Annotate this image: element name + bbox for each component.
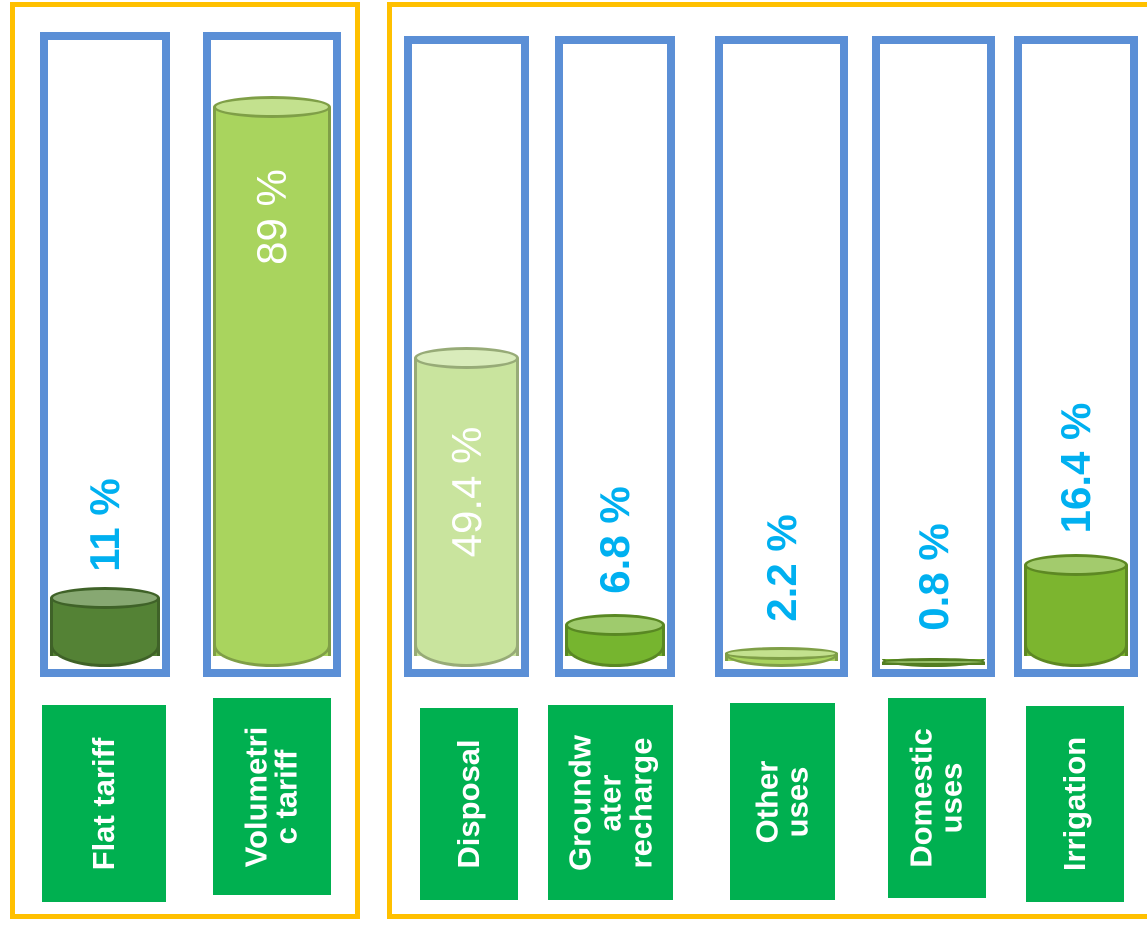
bar-cap — [213, 96, 331, 119]
category-label-volumetric-tariff: Volumetri c tariff — [213, 698, 331, 895]
bar-flat-tariff — [50, 586, 160, 667]
bar-base — [565, 645, 665, 667]
bar-base — [1024, 645, 1128, 667]
value-label-groundwater-recharge: 6.8 % — [591, 485, 638, 594]
value-label-flat-tariff: 11 % — [81, 478, 128, 572]
category-text: Other uses — [749, 760, 815, 843]
category-label-irrigation: Irrigation — [1026, 706, 1124, 902]
bar-cap — [1024, 553, 1128, 576]
bar-cap — [882, 657, 985, 667]
bar-cap — [50, 586, 160, 609]
category-label-disposal: Disposal — [420, 708, 518, 900]
bar-other-uses — [725, 646, 838, 667]
bar-base — [50, 644, 160, 667]
category-label-flat-tariff: Flat tariff — [42, 705, 166, 902]
value-label-domestic-uses: 0.8 % — [909, 523, 957, 631]
category-text: Irrigation — [1056, 736, 1092, 872]
tube-domestic-uses — [872, 36, 995, 677]
bar-volumetric-tariff — [213, 96, 331, 667]
category-label-groundwater-recharge: Groundw ater recharge — [548, 705, 673, 900]
value-label-disposal: 49.4 % — [442, 426, 490, 558]
bar-disposal — [414, 347, 519, 667]
category-text: Disposal — [450, 739, 486, 869]
tube-groundwater-recharge — [555, 36, 675, 677]
tariff-group-frame — [10, 2, 360, 919]
bar-domestic-uses — [882, 657, 985, 667]
category-text: Domestic uses — [903, 728, 969, 868]
bar-body — [1024, 564, 1128, 656]
bar-base — [414, 645, 519, 667]
usage-group-frame — [387, 2, 1147, 919]
bar-groundwater-recharge — [565, 613, 665, 667]
bar-irrigation — [1024, 553, 1128, 667]
value-label-volumetric-tariff: 89 % — [248, 169, 295, 266]
bar-base — [213, 644, 331, 667]
tube-other-uses — [715, 36, 848, 677]
value-label-other-uses: 2.2 % — [757, 514, 805, 622]
category-label-other-uses: Other uses — [730, 703, 835, 900]
category-text: Volumetri c tariff — [238, 726, 304, 867]
bar-body — [414, 358, 519, 656]
bar-cap — [725, 646, 838, 660]
value-label-irrigation: 16.4 % — [1052, 402, 1099, 533]
bar-cap — [414, 347, 519, 370]
bar-cap — [565, 613, 665, 636]
category-label-domestic-uses: Domestic uses — [888, 698, 986, 898]
tube-flat-tariff — [40, 32, 170, 677]
category-text: Groundw ater recharge — [561, 734, 658, 871]
category-text: Flat tariff — [85, 737, 121, 870]
